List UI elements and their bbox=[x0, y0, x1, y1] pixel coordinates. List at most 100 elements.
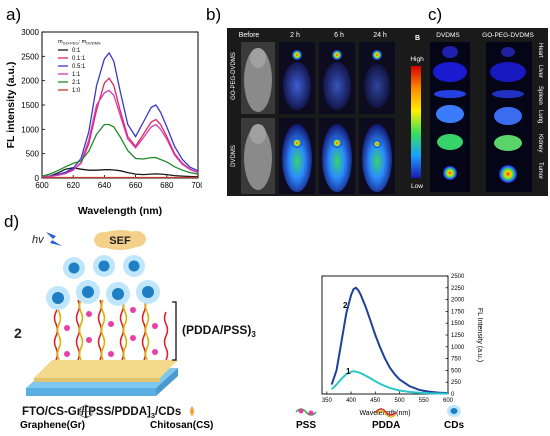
y-tick-label: 500 bbox=[26, 150, 40, 159]
organ-tumor-go bbox=[499, 165, 517, 183]
col-2h: 2 h bbox=[290, 32, 300, 39]
x-tick-label: 640 bbox=[98, 181, 112, 190]
organ-lung-dvdms bbox=[436, 105, 464, 123]
organ-spleen-dvdms bbox=[434, 90, 466, 98]
col-before: Before bbox=[239, 32, 260, 39]
curve-label-2: 2 bbox=[343, 301, 348, 310]
y-tick-label: 3000 bbox=[21, 28, 39, 37]
y-tick-label: 2000 bbox=[451, 298, 465, 304]
x-tick-label: 680 bbox=[160, 181, 174, 190]
panel-d-label: d) bbox=[4, 212, 20, 231]
chitosan-icon bbox=[190, 406, 194, 416]
row-go-peg-dvdms: GO-PEG-DVDMS bbox=[231, 52, 237, 100]
colorbar bbox=[411, 66, 421, 178]
chart-d-ylabel: FL Intensity (a.u.) bbox=[476, 308, 483, 362]
organ-heart-dvdms bbox=[442, 46, 458, 58]
pss-beads bbox=[64, 307, 158, 357]
mouse-before-bottom bbox=[241, 118, 275, 194]
fl-spectra-chart: 600 620 640 660 680 700 0 500 1000 1500 2000 2500 30… bbox=[5, 28, 202, 217]
y-tick-label: 2500 bbox=[21, 52, 39, 61]
colorbar-low: Low bbox=[411, 183, 423, 190]
y-tick-label: 1500 bbox=[451, 321, 465, 327]
chart-a-ylabel: FL intensity (a.u.) bbox=[5, 62, 17, 149]
col-6h: 6 h bbox=[334, 32, 344, 39]
inset-curve-2 bbox=[331, 370, 449, 395]
row-dvdms: DVDMS bbox=[231, 145, 237, 167]
legend-label: 0.5:1 bbox=[72, 64, 86, 70]
fto-substrate bbox=[26, 360, 178, 396]
hv-label: hv bbox=[32, 234, 45, 246]
series-line-1-1 bbox=[41, 89, 199, 178]
series-line-0-1 bbox=[41, 167, 199, 178]
x-tick-label: 700 bbox=[191, 181, 202, 190]
mouse-top-24h bbox=[359, 42, 395, 114]
chart-a-xlabel: Wavelength (nm) bbox=[78, 205, 162, 217]
y-tick-label: 0 bbox=[35, 174, 40, 183]
organ-heart-go bbox=[501, 47, 515, 57]
y-tick-label: 1000 bbox=[451, 345, 465, 351]
sef-label: SEF bbox=[109, 235, 131, 247]
organ-lung-go bbox=[494, 107, 522, 125]
graphene-icon bbox=[79, 404, 93, 419]
electrode-number: 2 bbox=[14, 325, 22, 341]
structure-label: FTO/CS-Gr/[PSS/PDDA]3/CDs bbox=[22, 406, 181, 420]
series-line-0-5-1 bbox=[41, 51, 199, 178]
organ-liver-go bbox=[490, 62, 526, 82]
cds-icon bbox=[447, 405, 461, 417]
pss-icon bbox=[295, 408, 317, 416]
y-tick-label: 2500 bbox=[451, 274, 465, 280]
x-tick-label: 620 bbox=[67, 181, 81, 190]
y-tick-label: 1000 bbox=[21, 125, 39, 134]
legend-label: 1:0 bbox=[72, 88, 81, 94]
organ-label-liver: Liver bbox=[537, 65, 543, 78]
legend-pss: PSS bbox=[296, 420, 316, 431]
y-tick-label: 2000 bbox=[21, 77, 39, 86]
legend-label: 0.1:1 bbox=[72, 56, 86, 62]
organ-tumor-dvdms bbox=[443, 166, 457, 180]
multilayer-label: (PDDA/PSS)3 bbox=[182, 323, 256, 339]
organ-kidney-dvdms bbox=[437, 134, 463, 150]
x-tick-label: 600 bbox=[35, 181, 49, 190]
x-tick-label: 400 bbox=[346, 398, 357, 404]
x-tick-label: 660 bbox=[129, 181, 143, 190]
ex-vivo-organs: DVDMS GO-PEG-DVDMS Heart Liver Spleen Lu… bbox=[430, 32, 543, 192]
legend-label: 1:1 bbox=[72, 72, 81, 78]
y-tick-label: 250 bbox=[451, 380, 462, 386]
organ-kidney-go bbox=[494, 135, 522, 151]
legend-header: mGO-PEG: mDVDMS bbox=[58, 39, 101, 46]
x-tick-label: 600 bbox=[443, 398, 454, 404]
col-24h: 24 h bbox=[373, 32, 387, 39]
legend-label: 2:1 bbox=[72, 80, 81, 86]
organ-label-lung: Lung bbox=[537, 110, 543, 123]
cds-top-layer bbox=[46, 255, 160, 310]
pdda-pss-chains bbox=[53, 299, 169, 361]
pdda-icon bbox=[375, 408, 397, 418]
y-tick-label: 0 bbox=[451, 392, 455, 398]
lightning-icon bbox=[46, 232, 62, 246]
organ-label-spleen: Spleen bbox=[537, 86, 543, 105]
chart-d-frame bbox=[321, 275, 449, 395]
sef-cloud bbox=[94, 230, 146, 250]
sensor-schematic: hv SEF 2 bbox=[14, 230, 256, 420]
mouse-bottom-2h bbox=[279, 118, 315, 194]
y-tick-label: 1500 bbox=[21, 101, 39, 110]
organ-liver-dvdms bbox=[433, 62, 467, 82]
materials-legend: Graphene(Gr) Chitosan(CS) PSS PDDA CDs bbox=[20, 404, 464, 431]
legend-graphene: Graphene(Gr) bbox=[20, 420, 85, 431]
y-tick-label: 1750 bbox=[451, 309, 465, 315]
x-tick-label: 450 bbox=[370, 398, 381, 404]
organ-spleen-go bbox=[492, 90, 524, 98]
organ-label-kidney: Kidney bbox=[537, 134, 543, 152]
col-go-peg-dvdms: GO-PEG-DVDMS bbox=[482, 32, 534, 39]
legend-chitosan: Chitosan(CS) bbox=[150, 420, 213, 431]
y-tick-label: 1250 bbox=[451, 333, 465, 339]
mouse-bottom-6h bbox=[319, 118, 355, 194]
mouse-top-6h bbox=[319, 42, 355, 114]
mouse-bottom-24h bbox=[359, 118, 395, 194]
series-line-2-1 bbox=[41, 123, 199, 177]
legend-cds: CDs bbox=[444, 420, 464, 431]
organ-label-tumor: Tumor bbox=[537, 162, 543, 179]
legend-label: 0:1 bbox=[72, 48, 81, 54]
curve-label-1: 1 bbox=[346, 367, 351, 376]
x-tick-label: 550 bbox=[419, 398, 430, 404]
